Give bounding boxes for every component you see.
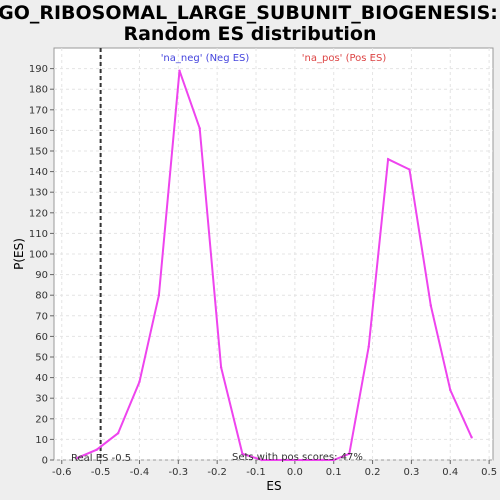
y-tick-label: 100 [29, 250, 48, 261]
y-axis-label: P(ES) [12, 238, 26, 270]
y-tick-label: 30 [35, 394, 48, 405]
data-point [95, 448, 98, 451]
y-tick-label: 60 [35, 332, 48, 343]
y-tick-label: 20 [35, 414, 48, 425]
data-point [449, 388, 452, 392]
y-tick-label: 140 [29, 167, 48, 178]
x-axis-ticks: -0.6 -0.5 -0.4 -0.3 -0.2 -0.1 0.0 0.1 0.2 0.3 0.4 0… [52, 460, 497, 478]
y-tick-label: 170 [29, 105, 48, 116]
y-tick-label: 90 [35, 270, 48, 281]
data-point [178, 69, 181, 72]
y-tick-label: 120 [29, 208, 48, 219]
y-tick-label: 180 [29, 85, 48, 96]
x-tick-label: -0.4 [130, 467, 150, 478]
pos-es-label: 'na_pos' (Pos ES) [302, 53, 387, 64]
x-tick-label: -0.5 [91, 467, 111, 478]
data-point [260, 458, 264, 462]
y-tick-label: 130 [29, 188, 48, 199]
data-point [408, 168, 411, 171]
x-tick-label: -0.1 [246, 467, 266, 478]
grid [54, 48, 493, 461]
y-axis-ticks: 0 10 20 30 40 50 60 70 80 90 100 110 120 130 140 150 160… [29, 64, 54, 467]
chart-title-line2: Random ES distribution [123, 23, 376, 45]
data-point [76, 456, 79, 460]
y-tick-label: 70 [35, 311, 48, 322]
data-point [116, 432, 120, 435]
data-point [332, 458, 335, 462]
neg-es-label: 'na_neg' (Neg ES) [161, 53, 250, 64]
x-tick-label: -0.3 [169, 467, 189, 478]
data-point [429, 304, 433, 307]
y-tick-label: 150 [29, 147, 48, 158]
y-tick-label: 0 [42, 456, 48, 467]
data-point [386, 158, 390, 161]
y-tick-label: 110 [29, 229, 48, 240]
y-tick-label: 10 [35, 435, 48, 446]
data-point [348, 452, 351, 456]
chart-title-line1: GO_RIBOSOMAL_LARGE_SUBUNIT_BIOGENESIS: [0, 2, 498, 24]
y-tick-label: 40 [35, 373, 48, 384]
real-es-annotation: Real ES -0.5 [71, 453, 131, 464]
x-tick-label: 0.3 [403, 467, 419, 478]
data-point [301, 458, 304, 462]
x-tick-label: 0.2 [365, 467, 381, 478]
data-point [282, 458, 285, 462]
x-axis-label: ES [266, 479, 281, 493]
data-point [470, 436, 473, 439]
series-points [76, 69, 473, 462]
data-point [241, 452, 244, 456]
x-tick-label: 0.5 [481, 467, 497, 478]
x-tick-label: -0.2 [207, 467, 227, 478]
y-tick-label: 50 [35, 353, 48, 364]
data-point [157, 294, 161, 297]
x-tick-label: 0.1 [326, 467, 342, 478]
data-point [219, 366, 223, 369]
data-point [320, 458, 324, 462]
data-point [367, 345, 370, 348]
x-tick-label: 0.4 [442, 467, 458, 478]
pos-scores-annotation: Sets with pos scores: 47% [232, 452, 363, 463]
x-tick-label: 0.0 [287, 467, 303, 478]
x-tick-label: -0.6 [52, 467, 72, 478]
y-tick-label: 190 [29, 64, 48, 75]
y-tick-label: 80 [35, 291, 48, 302]
y-tick-label: 160 [29, 126, 48, 137]
data-point [198, 127, 201, 130]
data-point [138, 380, 141, 383]
